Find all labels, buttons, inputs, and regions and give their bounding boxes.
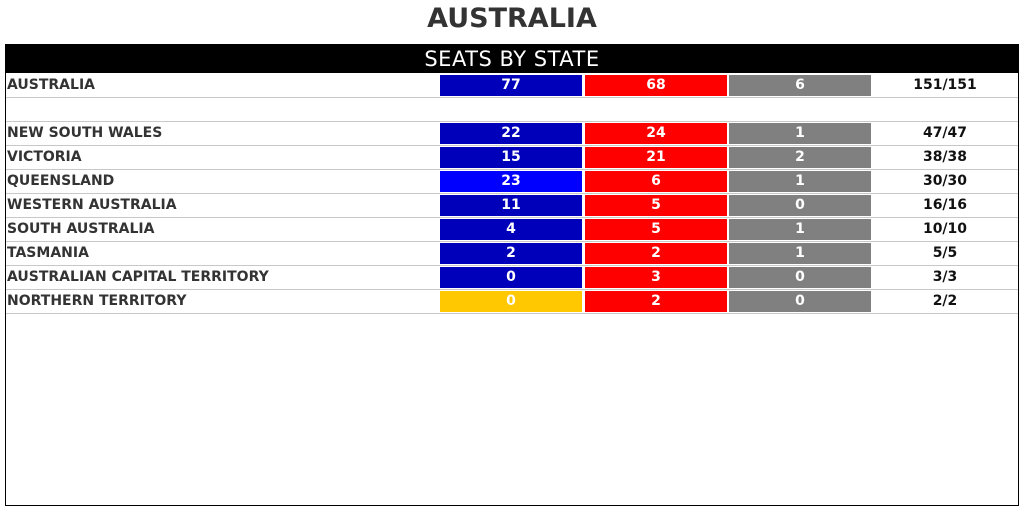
labor-seats-cell: 2 — [585, 243, 727, 264]
state-name: NEW SOUTH WALES — [7, 125, 163, 141]
table-row: NORTHERN TERRITORY 0 2 0 2/2 — [6, 290, 1018, 314]
coalition-seats-cell: 22 — [440, 123, 582, 144]
table-row: SOUTH AUSTRALIA 4 5 1 10/10 — [6, 218, 1018, 242]
labor-seats-cell: 3 — [585, 267, 727, 288]
coalition-seats-cell: 0 — [440, 291, 582, 312]
coalition-seats-cell: 23 — [440, 171, 582, 192]
total-seats: 2/2 — [932, 293, 958, 309]
labor-seats-cell: 5 — [585, 195, 727, 216]
coalition-seats-cell: 0 — [440, 267, 582, 288]
table-row: QUEENSLAND 23 6 1 30/30 — [6, 170, 1018, 194]
other-seats-cell: 0 — [729, 291, 871, 312]
total-seats: 38/38 — [922, 149, 968, 165]
page-title: AUSTRALIA — [427, 3, 597, 34]
coalition-seats-cell: 77 — [440, 75, 582, 96]
other-seats-cell: 2 — [729, 147, 871, 168]
coalition-seats-cell: 2 — [440, 243, 582, 264]
other-seats-cell: 0 — [729, 267, 871, 288]
state-name: WESTERN AUSTRALIA — [7, 197, 177, 213]
state-name: VICTORIA — [7, 149, 82, 165]
state-name: SOUTH AUSTRALIA — [7, 221, 155, 237]
labor-seats-cell: 2 — [585, 291, 727, 312]
other-seats-cell: 1 — [729, 243, 871, 264]
state-name: QUEENSLAND — [7, 173, 115, 189]
labor-seats-cell: 5 — [585, 219, 727, 240]
table-row: TASMANIA 2 2 1 5/5 — [6, 242, 1018, 266]
table-row-spacer — [6, 98, 1018, 122]
state-name: NORTHERN TERRITORY — [7, 293, 187, 309]
other-seats-cell: 1 — [729, 219, 871, 240]
coalition-seats-cell: 15 — [440, 147, 582, 168]
total-seats: 47/47 — [922, 125, 968, 141]
labor-seats-cell: 6 — [585, 171, 727, 192]
total-seats: 10/10 — [922, 221, 968, 237]
total-seats: 30/30 — [922, 173, 968, 189]
total-seats: 16/16 — [922, 197, 968, 213]
labor-seats-cell: 24 — [585, 123, 727, 144]
table-row: VICTORIA 15 21 2 38/38 — [6, 146, 1018, 170]
other-seats-cell: 1 — [729, 123, 871, 144]
other-seats-cell: 1 — [729, 171, 871, 192]
table-row: NEW SOUTH WALES 22 24 1 47/47 — [6, 122, 1018, 146]
total-seats: 3/3 — [932, 269, 958, 285]
state-name: AUSTRALIA — [7, 77, 95, 93]
labor-seats-cell: 68 — [585, 75, 727, 96]
table-row-national: AUSTRALIA 77 68 6 151/151 — [6, 74, 1018, 98]
table-heading: SEATS BY STATE — [6, 45, 1018, 73]
seats-by-state-panel: SEATS BY STATE AUSTRALIA 77 68 6 151/151… — [5, 44, 1019, 506]
state-name: AUSTRALIAN CAPITAL TERRITORY — [7, 269, 269, 285]
other-seats-cell: 6 — [729, 75, 871, 96]
total-seats: 5/5 — [932, 245, 958, 261]
labor-seats-cell: 21 — [585, 147, 727, 168]
table-row: AUSTRALIAN CAPITAL TERRITORY 0 3 0 3/3 — [6, 266, 1018, 290]
total-seats: 151/151 — [913, 77, 977, 93]
other-seats-cell: 0 — [729, 195, 871, 216]
coalition-seats-cell: 11 — [440, 195, 582, 216]
state-name: TASMANIA — [7, 245, 89, 261]
coalition-seats-cell: 4 — [440, 219, 582, 240]
table-row: WESTERN AUSTRALIA 11 5 0 16/16 — [6, 194, 1018, 218]
